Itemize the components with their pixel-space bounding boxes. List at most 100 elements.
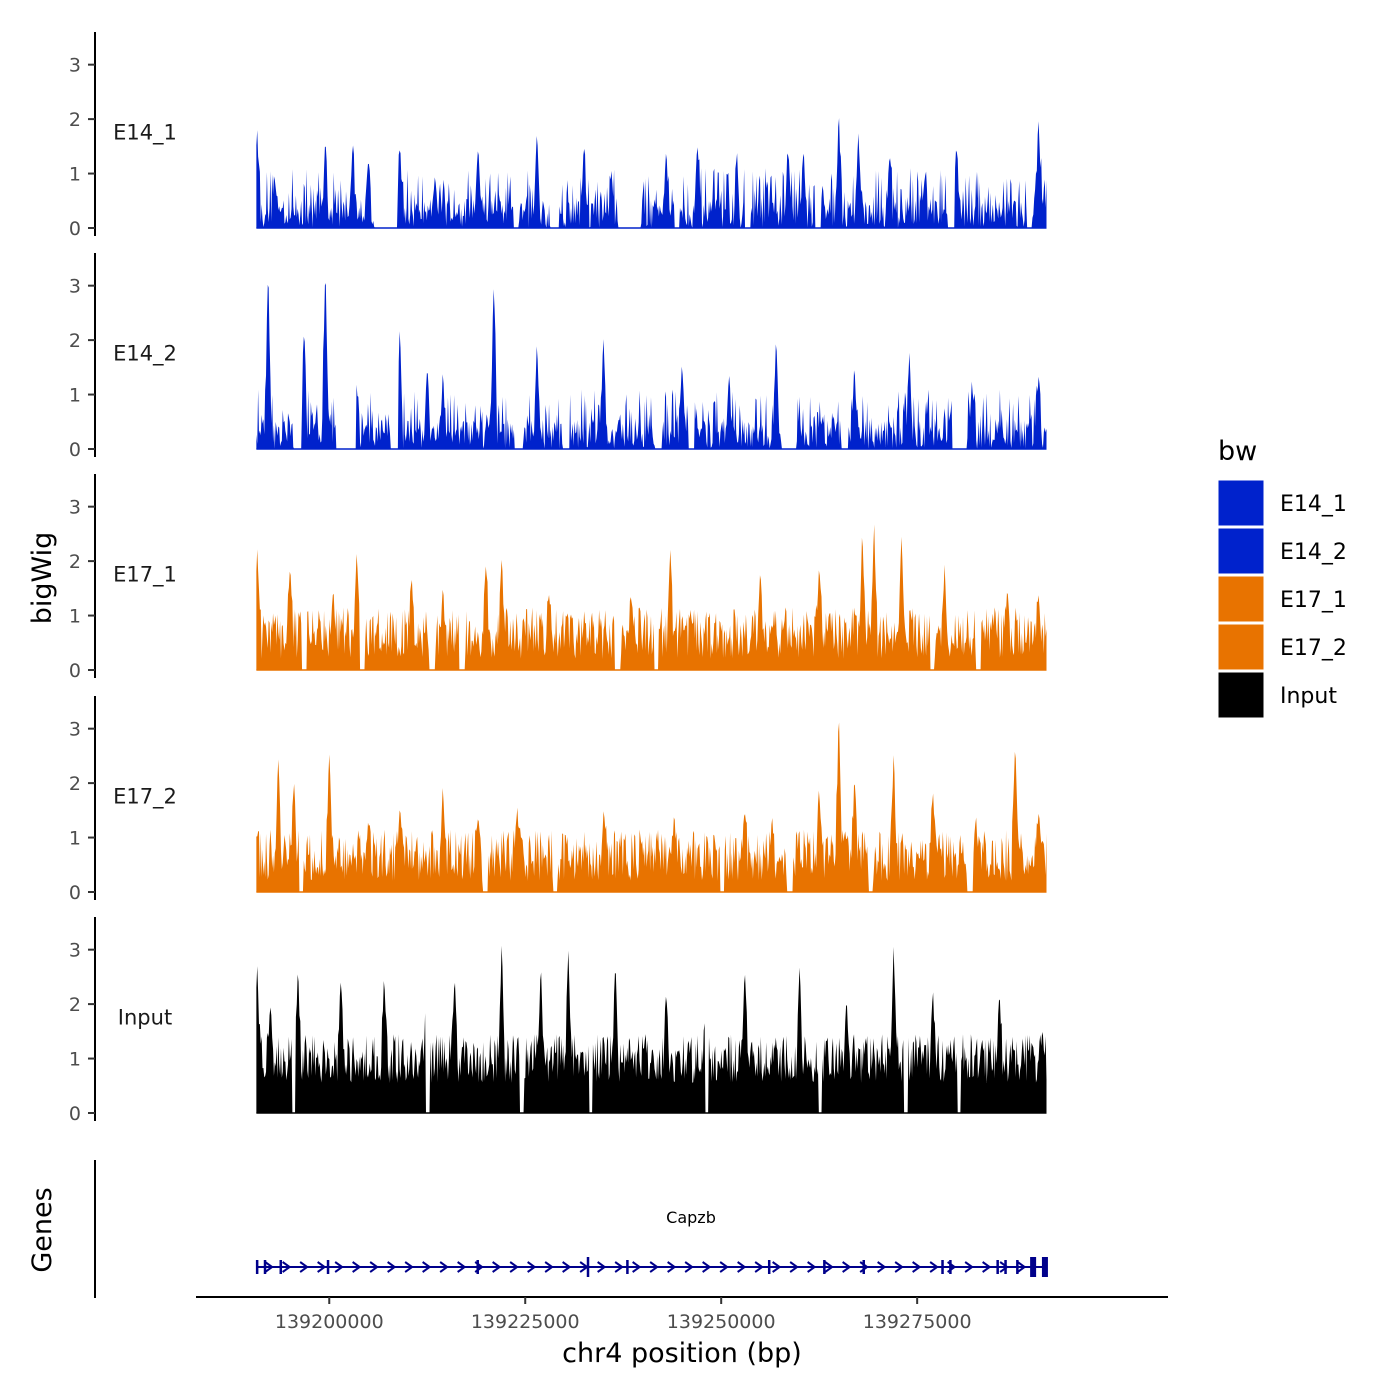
strand-arrow bbox=[544, 1261, 554, 1273]
legend-label: E14_2 bbox=[1280, 540, 1347, 565]
exon-block bbox=[476, 1260, 479, 1274]
strand-arrow bbox=[702, 1261, 712, 1273]
genes-axis-title: Genes bbox=[27, 1187, 58, 1272]
y-tick-label: 2 bbox=[69, 330, 81, 352]
exon-block bbox=[949, 1260, 952, 1274]
legend-swatch bbox=[1217, 623, 1265, 671]
legend-label: E14_1 bbox=[1280, 492, 1347, 517]
y-tick-label: 0 bbox=[69, 660, 81, 682]
strand-arrow bbox=[859, 1261, 869, 1273]
legend-title: bw bbox=[1218, 436, 1257, 467]
y-tick-label: 0 bbox=[69, 218, 81, 240]
signal-area-e17-2 bbox=[256, 722, 1047, 892]
gene-name-label: Capzb bbox=[666, 1208, 716, 1227]
y-axis-title: bigWig bbox=[27, 532, 58, 625]
exon-block bbox=[1041, 1257, 1048, 1277]
strand-arrow bbox=[632, 1261, 642, 1273]
strand-arrow bbox=[439, 1261, 449, 1273]
signal-area-input bbox=[256, 945, 1047, 1113]
exon-block bbox=[823, 1260, 826, 1274]
exon-block bbox=[626, 1260, 629, 1274]
x-tick-label: 139200000 bbox=[275, 1311, 384, 1333]
legend-label: Input bbox=[1280, 684, 1337, 709]
signal-area-e17-1 bbox=[256, 524, 1047, 670]
legend-swatch bbox=[1217, 575, 1265, 623]
strand-arrow bbox=[614, 1261, 624, 1273]
exon-block bbox=[996, 1260, 999, 1274]
x-axis-title: chr4 position (bp) bbox=[562, 1338, 802, 1369]
legend-swatch bbox=[1217, 479, 1265, 527]
exon-block bbox=[1030, 1257, 1037, 1277]
y-tick-label: 1 bbox=[69, 828, 81, 850]
strand-arrow bbox=[842, 1261, 852, 1273]
track-label: E14_1 bbox=[113, 121, 177, 146]
strand-arrow bbox=[737, 1261, 747, 1273]
strand-arrow bbox=[492, 1261, 502, 1273]
exon-block bbox=[941, 1260, 944, 1274]
y-tick-label: 2 bbox=[69, 994, 81, 1016]
strand-arrow bbox=[824, 1261, 834, 1273]
exon-block bbox=[862, 1260, 865, 1274]
track-label: E14_2 bbox=[113, 342, 177, 367]
strand-arrow bbox=[929, 1261, 939, 1273]
y-tick-label: 0 bbox=[69, 439, 81, 461]
y-tick-label: 2 bbox=[69, 551, 81, 573]
x-tick-label: 139275000 bbox=[863, 1311, 972, 1333]
exon-block bbox=[263, 1260, 267, 1274]
strand-arrow bbox=[649, 1261, 659, 1273]
exon-block bbox=[279, 1260, 283, 1274]
strand-arrow bbox=[807, 1261, 817, 1273]
y-tick-label: 2 bbox=[69, 773, 81, 795]
legend-swatch bbox=[1217, 671, 1265, 719]
strand-arrow bbox=[964, 1261, 974, 1273]
y-tick-label: 1 bbox=[69, 1049, 81, 1071]
strand-arrow bbox=[877, 1261, 887, 1273]
legend-label: E17_1 bbox=[1280, 588, 1347, 613]
strand-arrow bbox=[719, 1261, 729, 1273]
exon-block bbox=[326, 1260, 330, 1274]
strand-arrow bbox=[457, 1261, 467, 1273]
strand-arrow bbox=[369, 1261, 379, 1273]
strand-arrow bbox=[282, 1261, 292, 1273]
strand-arrow bbox=[527, 1261, 537, 1273]
y-tick-label: 3 bbox=[69, 719, 81, 741]
y-tick-label: 0 bbox=[69, 1103, 81, 1125]
genes-track: Capzb bbox=[94, 1160, 1048, 1298]
strand-arrow bbox=[894, 1261, 904, 1273]
track-label: Input bbox=[118, 1006, 172, 1030]
x-tick-label: 139250000 bbox=[667, 1311, 776, 1333]
strand-arrow bbox=[387, 1261, 397, 1273]
track-label: E17_1 bbox=[113, 563, 177, 588]
exon-block bbox=[255, 1260, 259, 1274]
legend-swatch bbox=[1217, 527, 1265, 575]
exon-block bbox=[767, 1260, 771, 1274]
strand-arrow bbox=[754, 1261, 764, 1273]
strand-arrow bbox=[982, 1261, 992, 1273]
x-tick-label: 139225000 bbox=[471, 1311, 580, 1333]
strand-arrow bbox=[562, 1261, 572, 1273]
y-tick-label: 1 bbox=[69, 606, 81, 628]
strand-arrow bbox=[912, 1261, 922, 1273]
y-tick-label: 1 bbox=[69, 385, 81, 407]
y-tick-label: 0 bbox=[69, 882, 81, 904]
strand-arrow bbox=[597, 1261, 607, 1273]
exon-block bbox=[586, 1257, 590, 1277]
strand-arrow bbox=[299, 1261, 309, 1273]
track-panel-e17-2: 0 1 2 3 E17_2 bbox=[69, 696, 1047, 904]
signal-area-e14-1 bbox=[256, 118, 1047, 228]
strand-arrow bbox=[352, 1261, 362, 1273]
y-tick-label: 1 bbox=[69, 164, 81, 186]
strand-arrow bbox=[772, 1261, 782, 1273]
exon-block bbox=[1016, 1260, 1019, 1274]
strand-arrow bbox=[404, 1261, 414, 1273]
signal-area-e14-2 bbox=[256, 283, 1047, 449]
strand-arrow bbox=[667, 1261, 677, 1273]
strand-arrow bbox=[789, 1261, 799, 1273]
strand-arrow bbox=[999, 1261, 1009, 1273]
strand-arrow bbox=[422, 1261, 432, 1273]
strand-arrow bbox=[264, 1261, 274, 1273]
strand-arrow bbox=[1017, 1261, 1027, 1273]
exon-block bbox=[1004, 1260, 1007, 1274]
y-tick-label: 3 bbox=[69, 55, 81, 77]
